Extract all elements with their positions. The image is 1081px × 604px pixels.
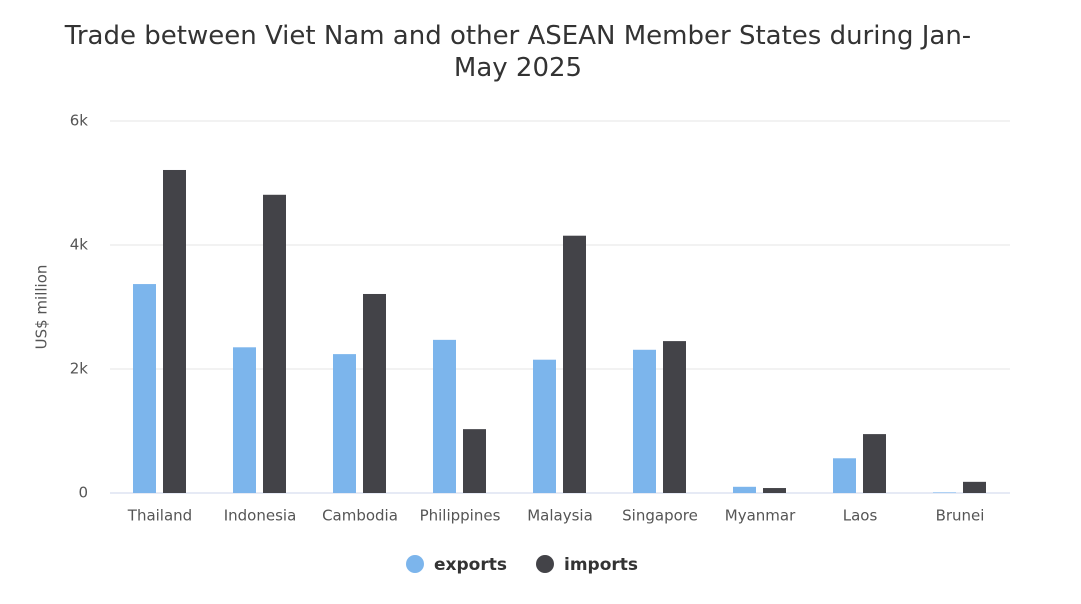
x-tick-label: Malaysia: [527, 507, 593, 525]
y-axis-label: US$ million: [33, 265, 51, 350]
x-tick-label: Myanmar: [725, 507, 796, 525]
y-tick-label: 4k: [70, 236, 89, 254]
bar: [833, 458, 856, 493]
bar: [763, 488, 786, 493]
bar: [633, 349, 656, 493]
bar: [233, 347, 256, 493]
bar: [733, 486, 756, 493]
x-tick-label: Singapore: [622, 507, 698, 525]
bar: [533, 359, 556, 493]
bar: [863, 434, 886, 493]
x-tick-label: Thailand: [127, 507, 192, 525]
bar: [563, 235, 586, 493]
bar: [663, 341, 686, 493]
bar: [933, 492, 956, 493]
chart-title: Trade between Viet Nam and other ASEAN M…: [64, 21, 972, 83]
bar: [133, 284, 156, 493]
y-tick-label: 6k: [70, 112, 89, 130]
legend-marker: [406, 555, 424, 573]
x-tick-label: Philippines: [420, 507, 501, 525]
legend-label: imports: [564, 555, 638, 575]
x-tick-label: Laos: [843, 507, 878, 525]
bar: [463, 429, 486, 493]
bar: [963, 481, 986, 493]
x-tick-label: Cambodia: [322, 507, 398, 525]
legend-marker: [536, 555, 554, 573]
y-tick-label: 0: [78, 484, 88, 502]
x-tick-label: Indonesia: [224, 507, 297, 525]
bar: [263, 194, 286, 493]
bar: [333, 354, 356, 493]
legend-label: exports: [434, 555, 507, 575]
x-tick-label: Brunei: [936, 507, 985, 525]
bar: [433, 339, 456, 493]
bar: [163, 169, 186, 494]
bar: [363, 293, 386, 493]
y-tick-label: 2k: [70, 360, 89, 378]
